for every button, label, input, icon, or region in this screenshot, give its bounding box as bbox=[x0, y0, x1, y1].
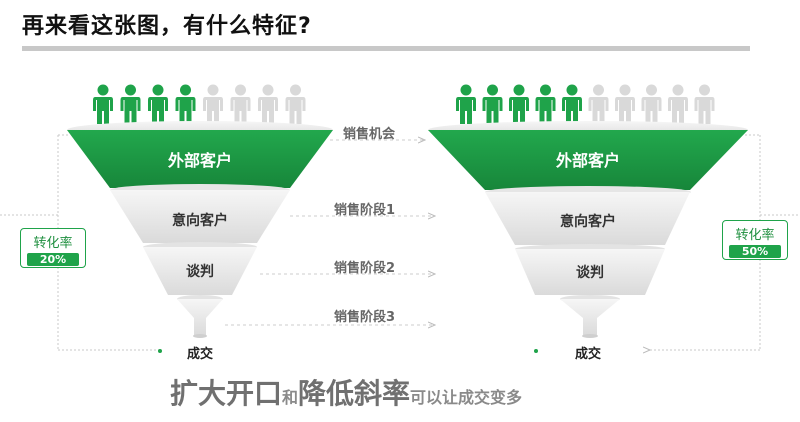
right-level-2-label: 意向客户 bbox=[560, 213, 616, 230]
left-person-icon-5 bbox=[203, 84, 223, 124]
title-divider bbox=[22, 46, 750, 51]
right-person-icon-2 bbox=[482, 84, 503, 124]
left-person-icon-2 bbox=[120, 84, 141, 124]
right-funnel: 外部客户 意向客户 谈判 bbox=[428, 84, 748, 338]
right-person-icon-10 bbox=[694, 84, 715, 124]
left-person-icon-6 bbox=[230, 84, 251, 124]
bottom-tagline: 扩大开口和降低斜率可以让成交变多 bbox=[170, 372, 522, 412]
right-person-icon-3 bbox=[509, 84, 529, 124]
left-level-2-shape bbox=[110, 190, 290, 243]
right-level-2-shape bbox=[485, 192, 690, 245]
right-person-icon-9 bbox=[668, 84, 688, 124]
right-level-3-label: 谈判 bbox=[576, 264, 604, 281]
left-bottom-dot bbox=[158, 349, 162, 353]
left-level-2-label: 意向客户 bbox=[172, 212, 228, 229]
right-level-3-shape bbox=[515, 249, 665, 295]
right-people-row bbox=[456, 84, 715, 124]
right-person-icon-4 bbox=[535, 84, 556, 124]
left-guides bbox=[0, 134, 160, 351]
page-title: 再来看这张图，有什么特征? bbox=[22, 14, 312, 39]
tagline-part1: 扩大开口 bbox=[170, 377, 283, 410]
stage-label-1: 销售机会 bbox=[343, 127, 396, 142]
right-conversion-rate-box: 转化率 50% bbox=[722, 220, 788, 260]
left-person-icon-7 bbox=[258, 84, 278, 124]
right-person-icon-5 bbox=[562, 84, 582, 124]
right-person-icon-8 bbox=[641, 84, 662, 124]
tagline-part2: 降低斜率 bbox=[298, 377, 411, 410]
right-bottom-dot bbox=[534, 349, 538, 353]
left-conversion-rate-box: 转化率 20% bbox=[20, 228, 86, 268]
left-level-3-label: 谈判 bbox=[186, 263, 214, 280]
stage-label-2: 销售阶段1 bbox=[334, 203, 396, 218]
right-funnel-spout bbox=[560, 299, 620, 336]
left-funnel: 外部客户 意向客户 谈判 bbox=[67, 84, 333, 338]
left-person-icon-3 bbox=[148, 84, 168, 124]
stage-label-4: 销售阶段3 bbox=[334, 310, 396, 325]
right-level-1-shape bbox=[428, 130, 748, 190]
stage-arrows bbox=[225, 140, 435, 325]
right-level-1-label: 外部客户 bbox=[555, 151, 620, 170]
left-person-icon-1 bbox=[93, 84, 113, 124]
tagline-part3: 可以让成交变多 bbox=[410, 388, 523, 407]
right-conversion-rate-label: 转化率 bbox=[735, 228, 775, 243]
left-funnel-spout bbox=[177, 299, 223, 336]
right-guides bbox=[650, 134, 800, 350]
left-person-icon-8 bbox=[285, 84, 306, 124]
right-person-icon-1 bbox=[456, 84, 476, 124]
left-people-row bbox=[93, 84, 306, 124]
left-person-icon-4 bbox=[175, 84, 196, 124]
left-level-3-shape bbox=[143, 247, 257, 295]
right-person-icon-6 bbox=[588, 84, 609, 124]
left-spout-tip bbox=[193, 334, 207, 338]
left-conversion-rate-label: 转化率 bbox=[33, 236, 73, 251]
left-level-4-label: 成交 bbox=[187, 347, 214, 362]
right-person-icon-7 bbox=[615, 84, 635, 124]
right-level-4-label: 成交 bbox=[575, 347, 602, 362]
tagline-connector: 和 bbox=[282, 388, 299, 407]
stage-label-3: 销售阶段2 bbox=[334, 261, 396, 276]
right-conversion-rate-value: 50% bbox=[729, 245, 781, 258]
right-spout-tip bbox=[582, 334, 598, 338]
left-conversion-rate-value: 20% bbox=[27, 253, 79, 266]
left-level-1-shape bbox=[67, 130, 333, 188]
left-level-1-label: 外部客户 bbox=[167, 151, 232, 170]
